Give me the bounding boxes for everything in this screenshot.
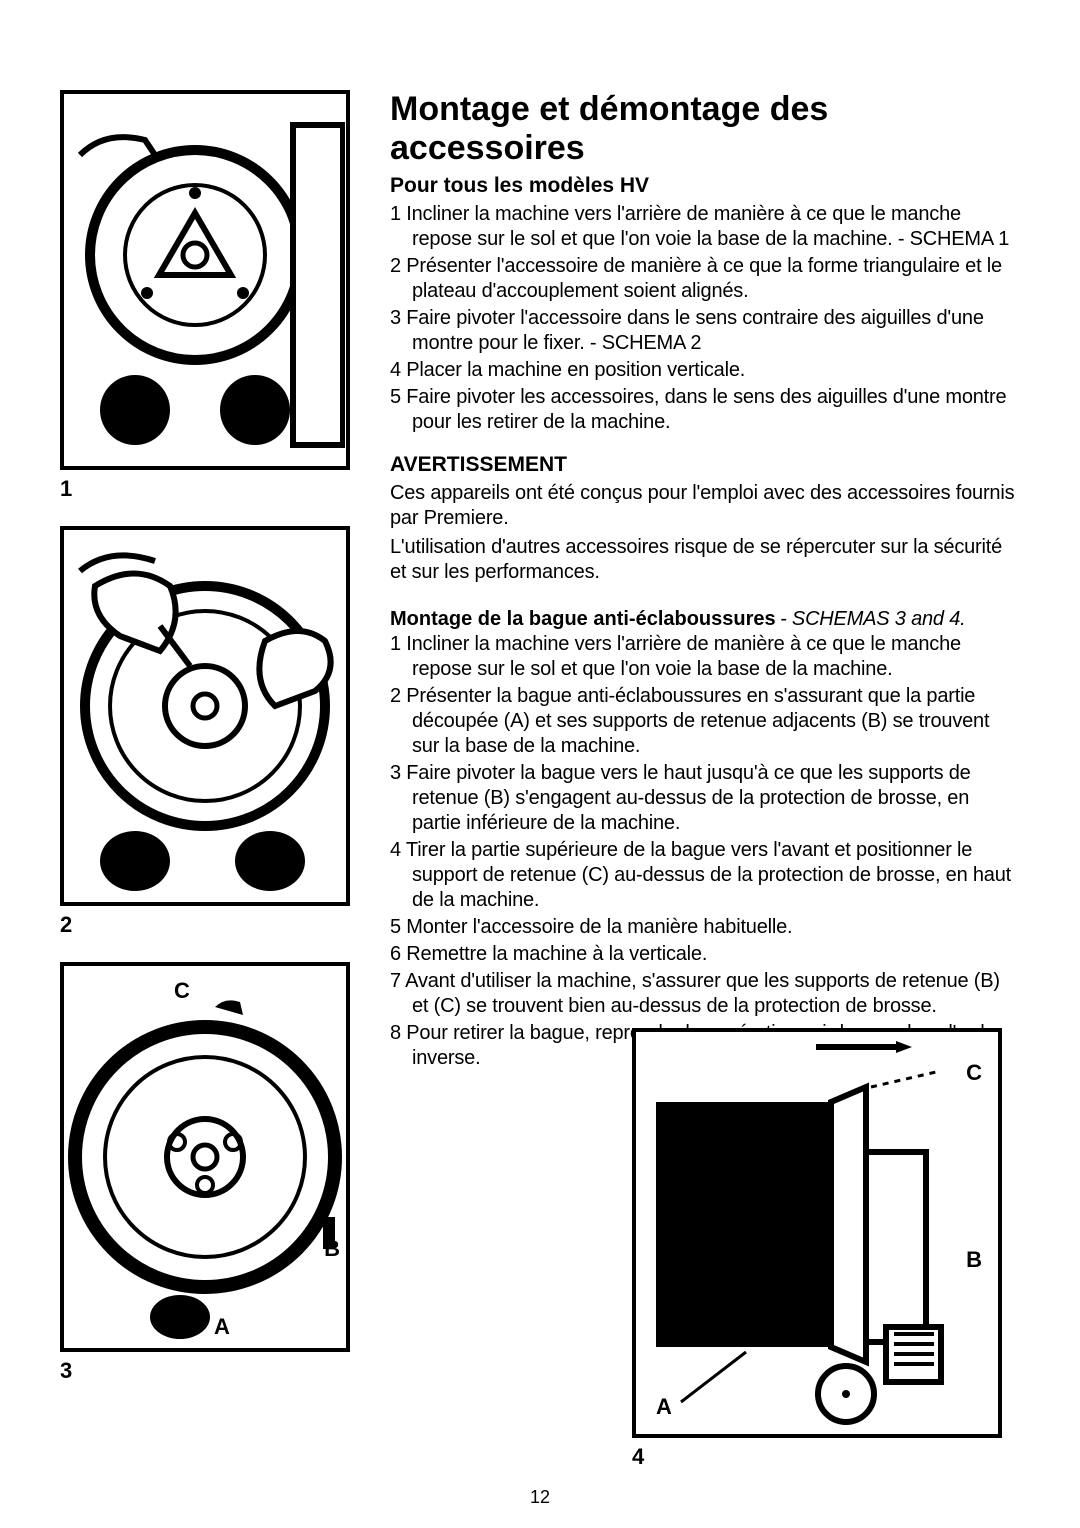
warning-heading: AVERTISSEMENT — [390, 453, 1020, 477]
figure-4-number: 4 — [632, 1444, 1002, 1470]
list-item: 5 Faire pivoter les accessoires, dans le… — [390, 385, 1020, 435]
warning-body-2: L'utilisation d'autres accessoires risqu… — [390, 535, 1020, 585]
list-item: 1 Incliner la machine vers l'arrière de … — [390, 202, 1020, 252]
list-item: 6 Remettre la machine à la verticale. — [390, 942, 1020, 967]
list-item: 3 Faire pivoter l'accessoire dans le sen… — [390, 306, 1020, 356]
figure-4-block: C B A 4 — [632, 1028, 1002, 1470]
hv-steps-list: 1 Incliner la machine vers l'arrière de … — [390, 202, 1020, 435]
list-item: 3 Faire pivoter la bague vers le haut ju… — [390, 761, 1020, 836]
list-item: 2 Présenter l'accessoire de manière à ce… — [390, 254, 1020, 304]
montage-ref: - SCHEMAS 3 and 4. — [780, 608, 965, 630]
list-item: 5 Monter l'accessoire de la manière habi… — [390, 915, 1020, 940]
figure-1-number: 1 — [60, 476, 350, 502]
list-item: 2 Présenter la bague anti-éclaboussures … — [390, 684, 1020, 759]
diagram-3-label-b: B — [324, 1236, 340, 1262]
diagram-2 — [60, 526, 350, 906]
diagram-4: C B A — [632, 1028, 1002, 1438]
list-item: 7 Avant d'utiliser la machine, s'assurer… — [390, 969, 1020, 1019]
diagram-4-label-c: C — [966, 1060, 982, 1086]
diagram-4-label-a: A — [656, 1394, 672, 1420]
warning-body-1: Ces appareils ont été conçus pour l'empl… — [390, 481, 1020, 531]
diagram-1 — [60, 90, 350, 470]
figure-2-number: 2 — [60, 912, 350, 938]
diagram-4-label-b: B — [966, 1247, 982, 1273]
left-diagram-column: 1 2 — [60, 90, 350, 1408]
page-number: 12 — [0, 1487, 1080, 1508]
diagram-3-label-c: C — [174, 978, 190, 1004]
page-title: Montage et démontage des accessoires — [390, 90, 1020, 168]
diagram-3: C B A — [60, 962, 350, 1352]
bague-steps-list: 1 Incliner la machine vers l'arrière de … — [390, 632, 1020, 1071]
diagram-3-label-a: A — [214, 1314, 230, 1340]
list-item: 4 Tirer la partie supérieure de la bague… — [390, 838, 1020, 913]
list-item: 4 Placer la machine en position vertical… — [390, 358, 1020, 383]
figure-3-number: 3 — [60, 1358, 350, 1384]
montage-heading: Montage de la bague anti-éclaboussures — [390, 608, 776, 630]
subtitle: Pour tous les modèles HV — [390, 174, 1020, 198]
list-item: 1 Incliner la machine vers l'arrière de … — [390, 632, 1020, 682]
